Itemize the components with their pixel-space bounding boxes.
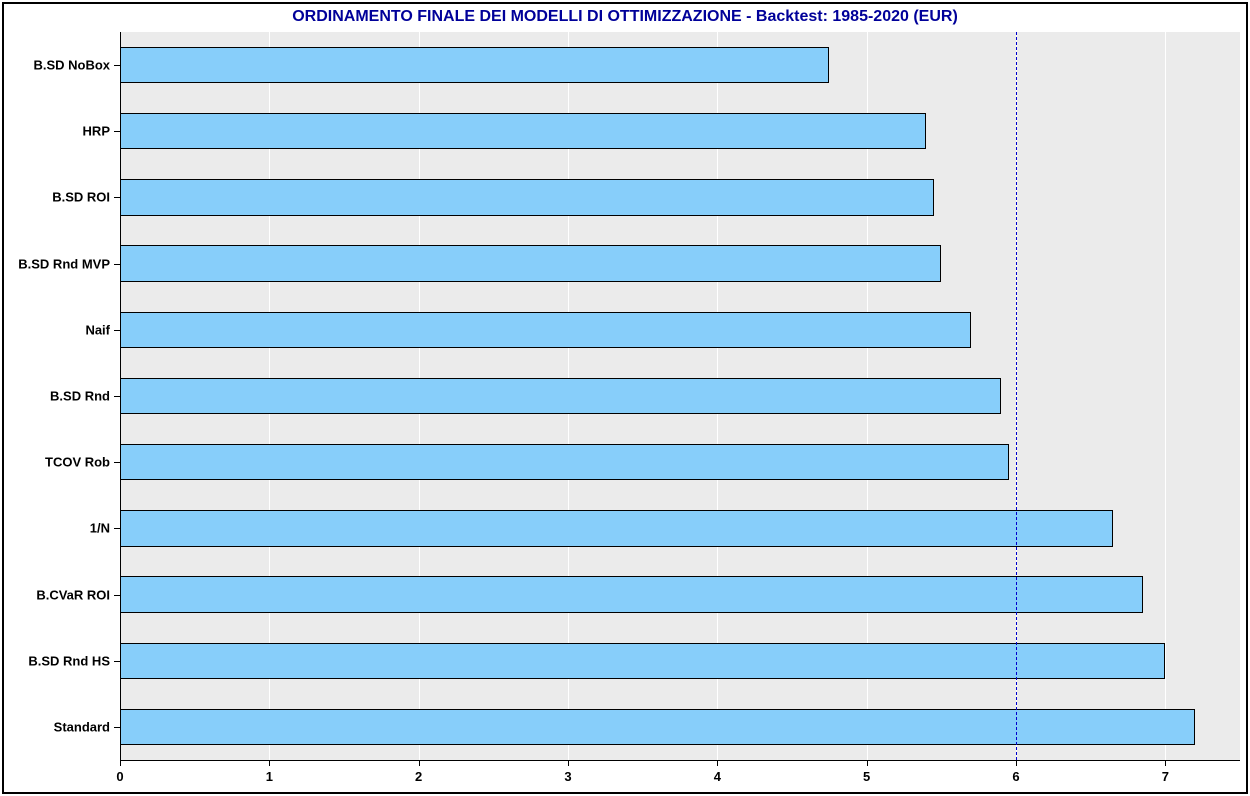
x-axis-label: 2 — [415, 769, 422, 784]
y-axis-label: B.SD NoBox — [33, 58, 110, 73]
bar — [120, 113, 926, 149]
y-axis-line — [120, 32, 121, 760]
y-axis-label: B.SD Rnd HS — [28, 653, 110, 668]
grid-line — [1165, 32, 1166, 760]
y-axis-label: B.SD Rnd — [50, 389, 110, 404]
x-axis-label: 0 — [116, 769, 123, 784]
x-axis-label: 6 — [1012, 769, 1019, 784]
chart-container: ORDINAMENTO FINALE DEI MODELLI DI OTTIMI… — [0, 0, 1250, 796]
bar — [120, 510, 1113, 546]
reference-line — [1016, 32, 1017, 760]
x-axis-label: 7 — [1162, 769, 1169, 784]
bar — [120, 444, 1009, 480]
x-axis-label: 3 — [564, 769, 571, 784]
x-axis-line — [120, 760, 1240, 761]
bar — [120, 179, 934, 215]
plot-area — [120, 32, 1240, 760]
y-axis-label: Standard — [54, 719, 110, 734]
bar — [120, 245, 941, 281]
y-axis-label: Naif — [85, 322, 110, 337]
y-axis-label: TCOV Rob — [45, 455, 110, 470]
y-axis-label: B.SD Rnd MVP — [18, 256, 110, 271]
x-axis-label: 5 — [863, 769, 870, 784]
y-axis-label: 1/N — [90, 521, 110, 536]
bar — [120, 47, 829, 83]
bar — [120, 378, 1001, 414]
bar — [120, 709, 1195, 745]
y-axis-label: B.SD ROI — [52, 190, 110, 205]
y-axis-label: HRP — [83, 124, 110, 139]
x-axis-label: 1 — [266, 769, 273, 784]
bar — [120, 576, 1143, 612]
bar — [120, 312, 971, 348]
bar — [120, 643, 1165, 679]
y-axis-label: B.CVaR ROI — [36, 587, 110, 602]
x-axis-label: 4 — [714, 769, 721, 784]
